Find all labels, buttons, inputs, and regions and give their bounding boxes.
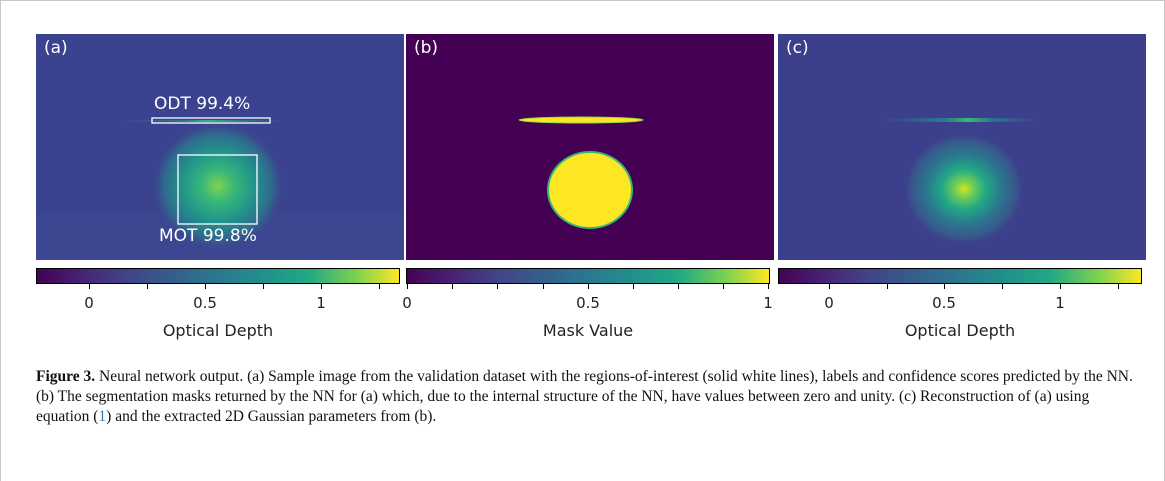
panel-a-image [36,34,404,260]
colorbar-c-minor-tick [1002,284,1003,289]
colorbar-c-tick [829,284,830,289]
panel-c-image [778,34,1146,260]
colorbar-c-minor-tick [1118,284,1119,289]
colorbar-b-tick-label: 0.5 [576,294,600,312]
colorbar-c [778,268,1142,284]
panel-b-image [406,34,774,260]
mot-roi-box [177,154,258,225]
colorbar-a-tick-label: 1 [316,294,326,312]
colorbar-a-minor-tick [147,284,148,289]
frame-left [0,0,1,481]
colorbar-a-minor-tick [379,284,380,289]
colorbar-a-tick [89,284,90,289]
colorbar-b-tick [588,284,589,289]
equation-ref-link[interactable]: 1 [98,408,107,425]
colorbar-a-tick-label: 0 [84,294,94,312]
caption-text-2: ) and the extracted 2D Gaussian paramete… [106,408,437,425]
mot-mask [547,151,633,229]
mot-cloud [150,120,286,252]
colorbar-a-minor-tick [263,284,264,289]
colorbar-b-minor-tick [633,284,634,289]
colorbar-c-tick-label: 1 [1055,294,1065,312]
colorbar-b-minor-tick [543,284,544,289]
colorbar-b-title: Mask Value [542,321,634,340]
colorbar-a-tick-label: 0.5 [193,294,217,312]
colorbar-b-minor-tick [723,284,724,289]
colorbar-a-tick [321,284,322,289]
colorbar-c-tick-label: 0 [824,294,834,312]
colorbar-c-tick-label: 0.5 [932,294,956,312]
colorbar-c-title: Optical Depth [904,321,1016,340]
frame-top [0,0,1165,1]
colorbar-b-tick-label: 0 [402,294,412,312]
figure-label: Figure 3. [36,368,96,385]
colorbar-c-tick [944,284,945,289]
panel-c-label: (c) [786,38,809,58]
odt-label: ODT 99.4% [154,94,251,114]
panel-c: (c) [778,34,1146,260]
panel-b-label: (b) [414,38,439,58]
mot-reconstruction [902,131,1026,247]
colorbar-b-tick [407,284,408,289]
mot-label: MOT 99.8% [159,226,257,246]
colorbar-a [36,268,400,284]
odt-cloud [116,120,286,122]
panel-a: (a) ODT 99.4% MOT 99.8% [36,34,404,260]
colorbar-b-tick-label: 1 [763,294,773,312]
colorbar-b-minor-tick [452,284,453,289]
colorbar-a-tick [205,284,206,289]
panel-a-label: (a) [44,38,68,58]
colorbar-b-minor-tick [497,284,498,289]
odt-reconstruction [878,118,1042,122]
colorbar-c-tick [1060,284,1061,289]
caption-text-1: Neural network output. (a) Sample image … [36,368,1133,425]
colorbar-b-minor-tick [678,284,679,289]
figure-caption: Figure 3. Neural network output. (a) Sam… [36,367,1136,427]
colorbar-c-minor-tick [887,284,888,289]
colorbar-b-tick [768,284,769,289]
colorbar-b [406,268,770,284]
panel-b: (b) [406,34,774,260]
odt-roi-box [151,117,271,124]
odt-mask [518,116,644,124]
colorbar-a-title: Optical Depth [162,321,274,340]
